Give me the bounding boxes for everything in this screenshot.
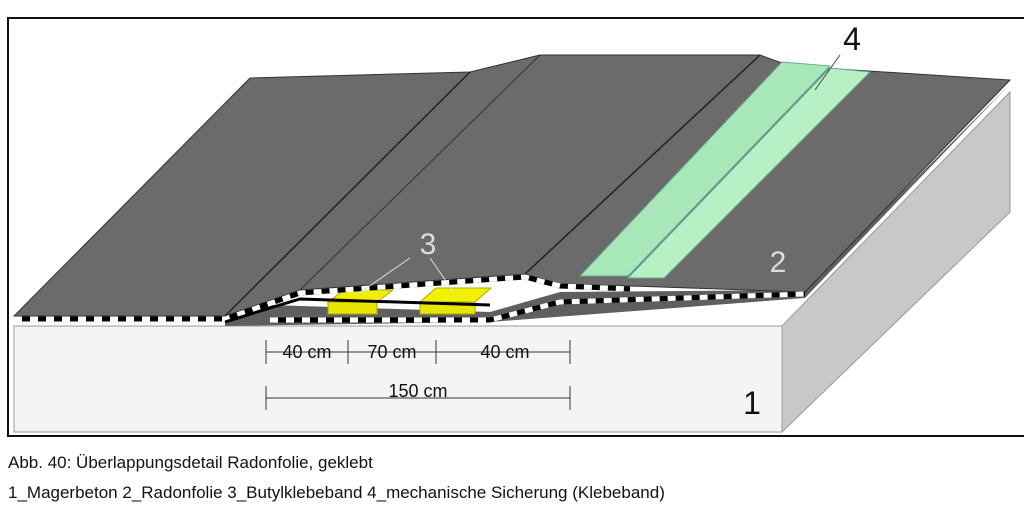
butyl-tape	[327, 301, 378, 315]
dimension-label: 70 cm	[367, 342, 416, 362]
base-side	[781, 90, 1011, 434]
leader-line	[814, 54, 841, 91]
caption-legend: 1_Magerbeton 2_Radonfolie 3_Butylklebeba…	[8, 483, 665, 502]
fold-line	[224, 71, 471, 317]
leader-line	[429, 257, 456, 295]
component-label: 3	[420, 228, 437, 261]
dimension-label: 40 cm	[282, 342, 331, 362]
component-label: 1	[743, 385, 761, 421]
dimension-lines	[265, 340, 571, 410]
tape-strip	[626, 67, 872, 279]
component-label: 2	[770, 246, 787, 279]
caption-title: Abb. 40: Überlappungsdetail Radonfolie, …	[8, 453, 373, 472]
foil-edge	[14, 274, 631, 322]
dimension-label: 150 cm	[388, 381, 447, 401]
dimension-label: 40 cm	[480, 342, 529, 362]
foil-edges	[14, 274, 806, 324]
foil-edge	[224, 297, 491, 324]
fold-line	[524, 54, 761, 275]
component-label: 4	[843, 21, 861, 57]
foil-edge	[270, 291, 806, 323]
tape-strip	[578, 61, 832, 277]
leader-line	[354, 257, 411, 297]
fold-line	[299, 54, 541, 291]
